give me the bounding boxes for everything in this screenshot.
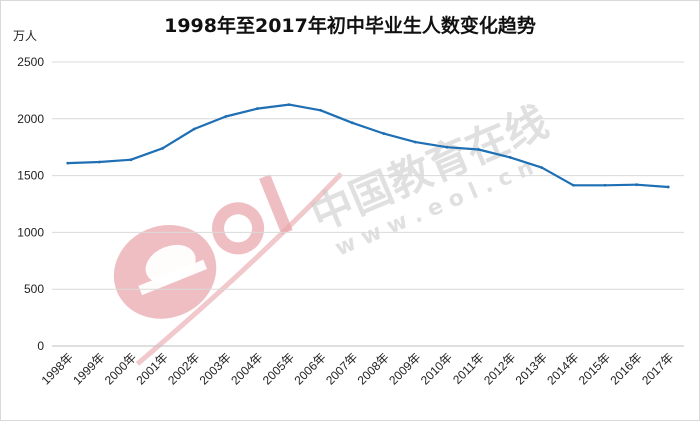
y-tick-label: 2000	[17, 112, 44, 126]
x-tick-label: 2010年	[418, 350, 455, 387]
watermark-logo-l	[259, 174, 293, 235]
data-point	[350, 121, 354, 125]
x-tick-label: 1999年	[70, 350, 107, 387]
x-tick-label: 2012年	[481, 350, 518, 387]
data-point	[572, 183, 575, 187]
x-tick-label: 2004年	[228, 350, 265, 387]
y-tick-label: 0	[37, 339, 44, 353]
x-tick-label: 2000年	[102, 350, 139, 387]
y-axis-tick-labels: 0 500 1000 1500 2000 2500	[17, 55, 44, 353]
y-tick-label: 1000	[17, 225, 44, 239]
x-tick-label: 2013年	[513, 350, 550, 387]
x-tick-label: 2017年	[639, 350, 676, 387]
y-tick-label: 1500	[17, 169, 44, 183]
x-tick-label: 2014年	[544, 350, 581, 387]
x-tick-label: 2007年	[323, 350, 360, 387]
watermark-logo-o	[212, 202, 265, 255]
x-tick-label: 2015年	[576, 350, 613, 387]
data-point	[192, 127, 196, 131]
data-point	[287, 103, 291, 106]
y-axis-unit-label: 万人	[13, 29, 37, 43]
data-point	[477, 148, 480, 151]
data-point	[603, 183, 607, 187]
series-line	[66, 103, 670, 189]
x-tick-label: 1998年	[39, 350, 76, 387]
gridlines	[52, 61, 684, 347]
data-point	[540, 166, 544, 170]
data-point	[256, 107, 259, 110]
y-tick-label: 2500	[17, 55, 44, 69]
watermark-logo	[113, 172, 343, 366]
data-point	[66, 161, 70, 165]
chart-title: 1998年至2017年初中毕业生人数变化趋势	[164, 14, 536, 37]
data-point	[508, 156, 512, 159]
data-point	[98, 160, 101, 164]
data-point	[635, 183, 638, 187]
watermark: 中国教育在线 w w w . e o l . c n	[113, 97, 555, 366]
data-point	[129, 158, 133, 162]
x-tick-label: 2002年	[165, 350, 202, 387]
x-tick-label: 2001年	[133, 350, 170, 387]
data-point	[414, 140, 417, 144]
data-point	[666, 185, 670, 189]
data-point	[319, 108, 322, 112]
x-tick-label: 2009年	[386, 350, 423, 387]
x-tick-label: 2005年	[260, 350, 297, 387]
x-tick-label: 2006年	[291, 350, 328, 387]
data-point	[224, 115, 228, 118]
data-point	[445, 145, 449, 149]
series-layer	[66, 103, 670, 189]
x-tick-label: 2003年	[197, 350, 234, 387]
x-tick-label: 2008年	[355, 350, 392, 387]
data-point	[161, 146, 165, 150]
x-tick-label: 2016年	[607, 350, 644, 387]
x-tick-label: 2011年	[450, 350, 487, 387]
x-axis-tick-labels: 1998年1999年2000年2001年2002年2003年2004年2005年…	[39, 350, 677, 387]
data-point	[382, 132, 386, 135]
y-tick-label: 500	[24, 282, 44, 296]
